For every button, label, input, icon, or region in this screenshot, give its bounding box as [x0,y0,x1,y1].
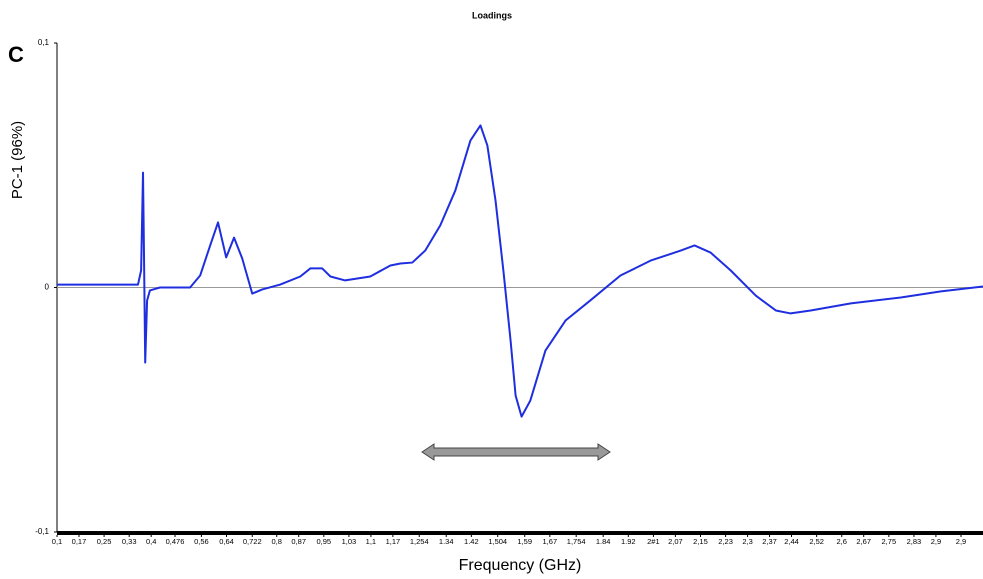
x-tick-label: 1,67 [543,537,558,546]
x-tick-label: 2,23 [718,537,733,546]
x-tick-label: 2,3 [742,537,752,546]
x-tick-label: 0,33 [122,537,137,546]
x-tick-label: 2,37 [762,537,777,546]
x-tick-label: 0,56 [194,537,209,546]
x-tick-label: 1.42 [464,537,479,546]
panel-label: C [8,42,24,67]
x-tick-label: 1.34 [439,537,454,546]
x-tick-label: 0,722 [243,537,262,546]
x-tick-label: 1.84 [596,537,611,546]
x-tick-label: 2,75 [882,537,897,546]
x-tick-label: 1,754 [567,537,586,546]
x-tick-label: 1,254 [410,537,429,546]
x-tick-label: 2,9 [956,537,966,546]
x-tick-label: 2,6 [837,537,847,546]
x-tick-label: 2,52 [809,537,824,546]
data-line [57,124,983,418]
x-tick-label: 1,17 [386,537,401,546]
x-tick-label: 0,4 [146,537,156,546]
x-tick-label: 2#1 [647,537,660,546]
x-tick-label: 0,64 [219,537,234,546]
y-tick-label: -0,1 [35,527,49,536]
x-tick-label: 1,504 [488,537,507,546]
x-tick-label: 0,95 [317,537,332,546]
x-tick-label: 1.92 [621,537,636,546]
x-tick-label: 2,9 [931,537,941,546]
y-axis-label: PC-1 (96%) [9,121,26,199]
x-tick-label: 1,03 [342,537,357,546]
x-tick-label: 0,87 [291,537,306,546]
x-tick-label: 0,1 [52,537,62,546]
x-tick-label: 2,44 [784,537,799,546]
range-arrow [421,443,611,461]
chart-title: Loadings [472,10,512,20]
y-tick-label: 0,1 [38,38,50,47]
x-tick-label: 2,67 [856,537,871,546]
x-tick-label: 2,07 [668,537,683,546]
x-tick-label: 0,17 [72,537,87,546]
x-tick-label: 2,15 [693,537,708,546]
x-tick-label: 1,1 [366,537,376,546]
x-tick-label: 0,476 [166,537,185,546]
x-tick-label: 1,59 [517,537,532,546]
x-axis-label: Frequency (GHz) [459,557,582,574]
x-tick-label: 2,83 [907,537,922,546]
x-tick-label: 0,8 [272,537,282,546]
y-tick-label: 0 [45,283,50,292]
x-tick-label: 0,25 [97,537,112,546]
